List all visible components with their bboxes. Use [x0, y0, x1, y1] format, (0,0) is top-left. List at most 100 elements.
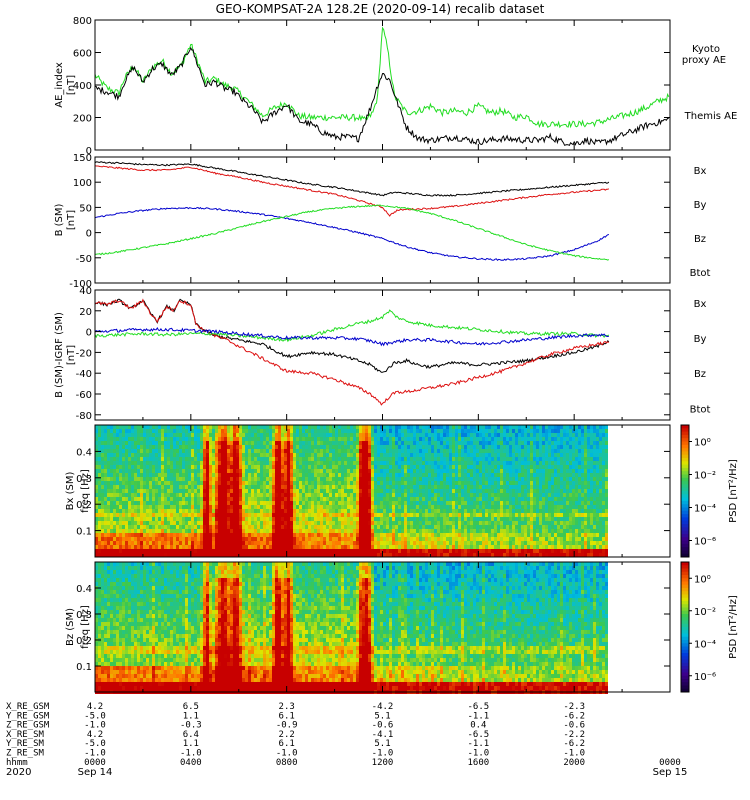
spectrogram-cell	[182, 461, 185, 465]
spectrogram-cell	[263, 529, 266, 533]
spectrogram-cell	[362, 465, 365, 469]
spectrogram-cell	[149, 441, 152, 445]
spectrogram-cell	[338, 493, 341, 497]
spectrogram-cell	[191, 445, 194, 449]
spectrogram-cell	[512, 477, 515, 481]
spectrogram-cell	[434, 469, 437, 473]
spectrogram-cell	[119, 481, 122, 485]
spectrogram-cell	[437, 541, 440, 545]
spectrogram-cell	[152, 513, 155, 517]
spectrogram-cell	[98, 465, 101, 469]
y-tick-label: 40	[79, 286, 92, 297]
spectrogram-cell	[302, 509, 305, 513]
spectrogram-cell	[359, 429, 362, 433]
spectrogram-cell	[362, 525, 365, 529]
spectrogram-cell	[284, 509, 287, 513]
spectrogram-cell	[119, 489, 122, 493]
spectrogram-cell	[404, 485, 407, 489]
spectrogram-cell	[356, 489, 359, 493]
spectrogram-cell	[446, 473, 449, 477]
spectrogram-cell	[143, 533, 146, 537]
spectrogram-cell	[302, 513, 305, 517]
spectrogram-cell	[233, 425, 236, 429]
spectrogram-cell	[482, 541, 485, 545]
spectrogram-cell	[404, 549, 407, 553]
spectrogram-cell	[146, 453, 149, 457]
spectrogram-cell	[347, 477, 350, 481]
spectrogram-cell	[320, 549, 323, 553]
spectrogram-cell	[137, 473, 140, 477]
spectrogram-cell	[506, 425, 509, 429]
spectrogram-cell	[338, 521, 341, 525]
spectrogram-cell	[473, 533, 476, 537]
spectrogram-cell	[389, 457, 392, 461]
spectrogram-cell	[131, 525, 134, 529]
spectrogram-cell	[326, 549, 329, 553]
spectrogram-cell	[203, 525, 206, 529]
spectrogram-cell	[110, 437, 113, 441]
spectrogram-cell	[341, 433, 344, 437]
spectrogram-cell	[500, 513, 503, 517]
spectrogram-cell	[143, 517, 146, 521]
spectrogram-cell	[209, 521, 212, 525]
spectrogram-cell	[176, 465, 179, 469]
spectrogram-cell	[464, 541, 467, 545]
spectrogram-cell	[155, 477, 158, 481]
spectrogram-cell	[383, 553, 386, 557]
spectrogram-cell	[137, 481, 140, 485]
spectrogram-cell	[293, 453, 296, 457]
spectrogram-cell	[512, 437, 515, 441]
spectrogram-cell	[227, 521, 230, 525]
spectrogram-cell	[452, 469, 455, 473]
spectrogram-cell	[422, 449, 425, 453]
spectrogram-cell	[170, 449, 173, 453]
spectrogram-cell	[365, 457, 368, 461]
spectrogram-cell	[110, 449, 113, 453]
spectrogram-cell	[527, 461, 530, 465]
spectrogram-cell	[395, 509, 398, 513]
spectrogram-cell	[296, 509, 299, 513]
spectrogram-cell	[485, 429, 488, 433]
spectrogram-cell	[419, 553, 422, 557]
spectrogram-cell	[386, 533, 389, 537]
spectrogram-cell	[290, 541, 293, 545]
spectrogram-cell	[530, 537, 533, 541]
spectrogram-cell	[302, 449, 305, 453]
spectrogram-cell	[101, 489, 104, 493]
spectrogram-cell	[134, 525, 137, 529]
spectrogram-cell	[107, 449, 110, 453]
spectrogram-cell	[230, 493, 233, 497]
spectrogram-cell	[389, 517, 392, 521]
spectrogram-cell	[227, 429, 230, 433]
spectrogram-cell	[275, 453, 278, 457]
spectrogram-cell	[275, 497, 278, 501]
spectrogram-cell	[272, 533, 275, 537]
spectrogram-cell	[344, 533, 347, 537]
spectrogram-cell	[491, 437, 494, 441]
spectrogram-cell	[167, 481, 170, 485]
spectrogram-cell	[311, 513, 314, 517]
spectrogram-cell	[98, 537, 101, 541]
spectrogram-cell	[476, 513, 479, 517]
spectrogram-cell	[209, 473, 212, 477]
spectrogram-cell	[209, 497, 212, 501]
spectrogram-cell	[257, 489, 260, 493]
spectrogram-cell	[236, 433, 239, 437]
spectrogram-cell	[110, 453, 113, 457]
spectrogram-cell	[185, 533, 188, 537]
spectrogram-cell	[497, 509, 500, 513]
spectrogram-cell	[173, 517, 176, 521]
spectrogram-cell	[239, 453, 242, 457]
spectrogram-cell	[530, 429, 533, 433]
spectrogram-cell	[221, 501, 224, 505]
spectrogram-cell	[503, 541, 506, 545]
spectrogram-cell	[371, 457, 374, 461]
spectrogram-cell	[176, 473, 179, 477]
spectrogram-cell	[416, 433, 419, 437]
spectrogram-cell	[431, 497, 434, 501]
spectrogram-cell	[449, 465, 452, 469]
spectrogram-cell	[365, 461, 368, 465]
spectrogram-cell	[107, 525, 110, 529]
spectrogram-cell	[119, 465, 122, 469]
spectrogram-cell	[212, 433, 215, 437]
